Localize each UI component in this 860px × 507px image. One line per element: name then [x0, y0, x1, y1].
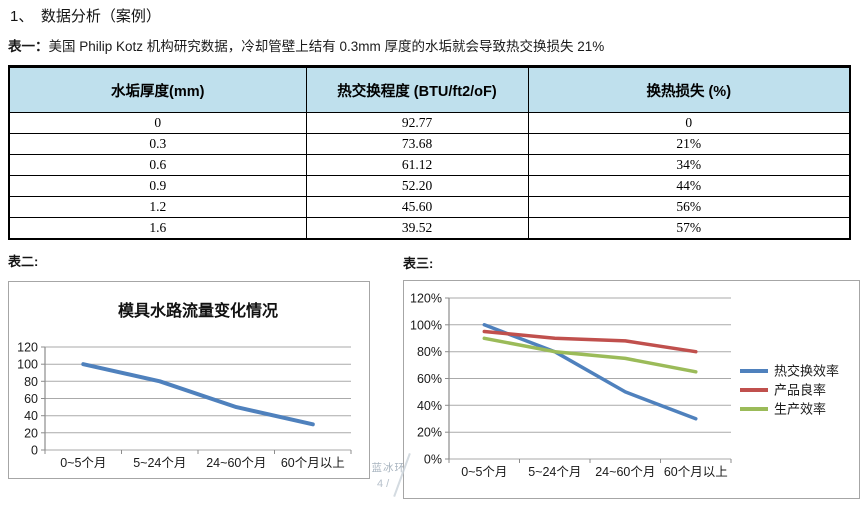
- table-cell: 92.77: [305, 112, 529, 134]
- watermark-text: 市蓝冰环: [360, 462, 406, 474]
- table1-label: 表一：: [8, 39, 49, 54]
- svg-text:100%: 100%: [410, 318, 442, 332]
- page-number: 4 /: [377, 478, 390, 490]
- table2-label: 表二:: [8, 254, 39, 269]
- table-header-row: 水垢厚度(mm) 热交换程度 (BTU/ft2/oF) 换热损失 (%): [8, 66, 851, 113]
- chart-title: 模具水路流量变化情况: [117, 303, 278, 320]
- table-row: 0.9 52.20 44%: [8, 175, 851, 197]
- table-cell: 0.3: [8, 133, 307, 155]
- svg-text:产品良率: 产品良率: [774, 383, 826, 398]
- table-row: 0.6 61.12 34%: [8, 154, 851, 176]
- column-header-heat-loss: 换热损失 (%): [527, 66, 851, 113]
- svg-text:生产效率: 生产效率: [774, 402, 826, 417]
- svg-text:热交换效率: 热交换效率: [774, 364, 839, 379]
- table-cell: 45.60: [305, 196, 529, 218]
- chart-canvas: 0 20 40 60 80 100 120 0~5个月 5~24个月 24~60个月 60个月以上: [17, 341, 352, 470]
- table-cell: 44%: [527, 175, 851, 197]
- table1-caption-text: 美国 Philip Kotz 机构研究数据，冷却管壁上结有 0.3mm 厚度的水…: [48, 39, 605, 54]
- table-cell: 73.68: [305, 133, 529, 155]
- scale-thickness-table: 水垢厚度(mm) 热交换程度 (BTU/ft2/oF) 换热损失 (%) 0 9…: [8, 65, 851, 240]
- svg-text:100: 100: [17, 358, 38, 372]
- column-header-thickness: 水垢厚度(mm): [8, 66, 307, 113]
- svg-text:20%: 20%: [417, 426, 442, 440]
- table3-label: 表三:: [403, 256, 434, 271]
- table-cell: 34%: [527, 154, 851, 176]
- table-cell: 0.9: [8, 175, 307, 197]
- svg-text:24~60个月: 24~60个月: [595, 465, 655, 479]
- table-cell: 61.12: [305, 154, 529, 176]
- svg-text:0: 0: [31, 444, 38, 458]
- chart-canvas: 0% 20% 40% 60% 80% 100% 120% 0~5个月 5~24个月 24~60个月…: [410, 292, 839, 480]
- svg-text:5~24个月: 5~24个月: [528, 465, 581, 479]
- table-row: 1.2 45.60 56%: [8, 196, 851, 218]
- page-title: 1、 数据分析（案例）: [10, 8, 161, 25]
- table-row: 0 92.77 0: [8, 112, 851, 134]
- table-cell: 57%: [527, 217, 851, 240]
- svg-text:0~5个月: 0~5个月: [461, 465, 507, 479]
- svg-text:60个月以上: 60个月以上: [281, 456, 345, 470]
- table-cell: 21%: [527, 133, 851, 155]
- column-header-heat-exchange: 热交换程度 (BTU/ft2/oF): [305, 66, 529, 113]
- svg-text:60个月以上: 60个月以上: [664, 465, 728, 479]
- svg-text:40%: 40%: [417, 399, 442, 413]
- table-row: 1.6 39.52 57%: [8, 217, 851, 240]
- svg-text:120%: 120%: [410, 292, 442, 306]
- svg-text:60%: 60%: [417, 372, 442, 386]
- svg-text:20: 20: [24, 426, 38, 440]
- table-cell: 0.6: [8, 154, 307, 176]
- svg-text:0%: 0%: [424, 453, 442, 467]
- flow-change-chart: 模具水路流量变化情况 0 20 40 60 80 100 120 0~5个月 5~24个月 24~…: [8, 281, 370, 479]
- svg-text:5~24个月: 5~24个月: [133, 456, 186, 470]
- table-cell: 0: [527, 112, 851, 134]
- svg-text:0~5个月: 0~5个月: [60, 456, 106, 470]
- svg-text:24~60个月: 24~60个月: [206, 456, 266, 470]
- svg-text:60: 60: [24, 392, 38, 406]
- table-cell: 0: [8, 112, 307, 134]
- table-row: 0.3 73.68 21%: [8, 133, 851, 155]
- svg-text:80: 80: [24, 375, 38, 389]
- table1-caption: 表一：美国 Philip Kotz 机构研究数据，冷却管壁上结有 0.3mm 厚…: [8, 35, 604, 55]
- table-cell: 56%: [527, 196, 851, 218]
- table-cell: 1.2: [8, 196, 307, 218]
- table-cell: 52.20: [305, 175, 529, 197]
- table-cell: 1.6: [8, 217, 307, 240]
- svg-text:80%: 80%: [417, 345, 442, 359]
- efficiency-trend-chart: 0% 20% 40% 60% 80% 100% 120% 0~5个月 5~24个月 24~60个月…: [403, 280, 860, 499]
- svg-text:120: 120: [17, 341, 38, 355]
- table-cell: 39.52: [305, 217, 529, 240]
- svg-text:40: 40: [24, 409, 38, 423]
